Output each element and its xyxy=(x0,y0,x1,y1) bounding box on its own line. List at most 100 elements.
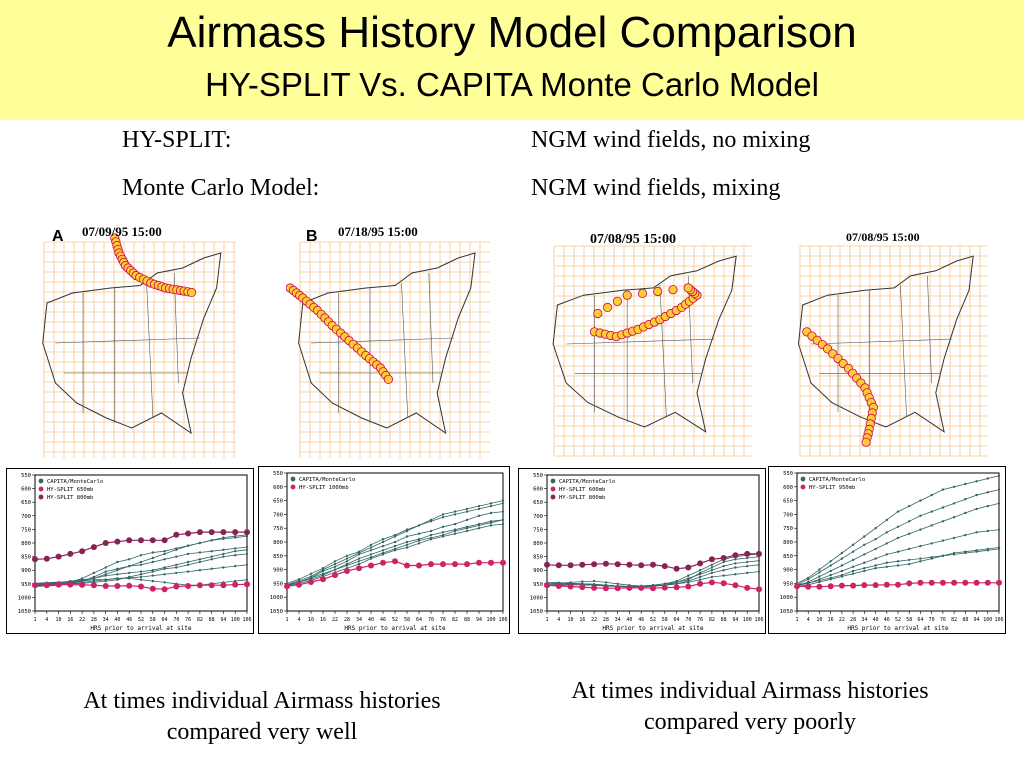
montecarlo-point xyxy=(116,573,119,576)
state-border xyxy=(900,285,907,418)
montecarlo-point xyxy=(333,562,337,566)
hysplit-point xyxy=(208,529,215,536)
montecarlo-point xyxy=(381,551,385,555)
hysplit-point xyxy=(544,582,550,589)
hysplit-point xyxy=(673,565,680,572)
montecarlo-point xyxy=(941,520,945,523)
y-tick-label: 600 xyxy=(21,487,31,493)
map-panel-d: 07/08/95 15:00 xyxy=(786,222,994,466)
legend-label: HY-SPLIT 650mb xyxy=(47,487,93,493)
montecarlo-point xyxy=(441,513,445,516)
x-tick-label: 58 xyxy=(150,617,156,623)
hysplit-point xyxy=(555,583,562,589)
montecarlo-point xyxy=(710,569,714,572)
hysplit-point xyxy=(284,583,290,590)
montecarlo-point xyxy=(964,533,967,537)
montecarlo-point xyxy=(163,558,166,561)
hysplit-point xyxy=(149,585,156,592)
hysplit-point xyxy=(43,582,50,589)
state-border xyxy=(428,272,434,384)
montecarlo-point xyxy=(818,571,821,574)
y-tick-label: 600 xyxy=(533,487,543,493)
montecarlo-point xyxy=(885,531,888,534)
y-tick-label: 650 xyxy=(783,499,793,505)
montecarlo-point xyxy=(198,560,202,564)
montecarlo-point xyxy=(997,474,1001,477)
montecarlo-point xyxy=(501,502,505,505)
y-tick-label: 550 xyxy=(783,471,793,477)
x-tick-label: 76 xyxy=(440,617,446,623)
y-tick-label: 1000 xyxy=(18,595,31,601)
montecarlo-point xyxy=(222,537,225,541)
x-tick-label: 58 xyxy=(906,617,912,623)
montecarlo-point xyxy=(986,491,989,494)
montecarlo-point xyxy=(840,551,844,555)
montecarlo-point xyxy=(369,556,373,559)
legend-label: HY-SPLIT 600mb xyxy=(559,487,605,493)
montecarlo-point xyxy=(465,518,469,522)
montecarlo-point xyxy=(345,557,349,560)
x-axis-label: HRS prior to arrival at site xyxy=(90,625,192,632)
y-tick-label: 800 xyxy=(533,541,543,547)
montecarlo-point xyxy=(417,539,421,542)
montecarlo-point xyxy=(465,529,469,533)
hysplit-point xyxy=(185,530,192,537)
hysplit-point xyxy=(602,560,609,567)
montecarlo-point xyxy=(104,579,107,583)
montecarlo-point xyxy=(128,564,131,568)
hysplit-point xyxy=(614,585,621,592)
legend-label: CAPITA/MonteCarlo xyxy=(809,477,865,483)
y-tick-label: 1000 xyxy=(270,595,283,601)
montecarlo-point xyxy=(986,477,989,480)
montecarlo-point xyxy=(489,524,493,527)
montecarlo-point xyxy=(357,550,361,553)
y-tick-label: 800 xyxy=(21,541,31,547)
legend-label: HY-SPLIT 800mb xyxy=(47,495,93,501)
map-date-a: 07/09/95 15:00 xyxy=(82,224,162,239)
montecarlo-point xyxy=(710,563,714,566)
montecarlo-point xyxy=(757,559,761,562)
hysplit-point xyxy=(973,579,980,586)
map-grid xyxy=(299,241,490,458)
x-tick-label: 16 xyxy=(579,617,585,623)
montecarlo-point xyxy=(245,535,249,538)
montecarlo-point xyxy=(851,565,855,568)
montecarlo-point xyxy=(429,520,433,523)
montecarlo-point xyxy=(175,563,178,566)
x-tick-label: 40 xyxy=(873,617,879,623)
montecarlo-point xyxy=(975,549,978,552)
state-border xyxy=(55,337,200,344)
hysplit-point xyxy=(917,579,924,586)
montecarlo-point xyxy=(369,549,373,552)
montecarlo-point xyxy=(381,549,385,552)
montecarlo-point xyxy=(851,558,855,562)
y-tick-label: 1000 xyxy=(780,595,793,601)
hysplit-point xyxy=(685,583,692,590)
hysplit-point xyxy=(368,562,374,569)
montecarlo-point xyxy=(908,520,911,523)
montecarlo-point xyxy=(997,528,1001,531)
montecarlo-point xyxy=(851,572,855,575)
x-tick-label: 34 xyxy=(861,617,867,623)
montecarlo-point xyxy=(465,510,469,513)
x-tick-label: 70 xyxy=(685,617,691,623)
montecarlo-point xyxy=(163,567,166,570)
montecarlo-point xyxy=(116,560,119,564)
montecarlo-series-line xyxy=(286,519,504,586)
montecarlo-point xyxy=(930,510,933,513)
montecarlo-point xyxy=(975,531,978,534)
montecarlo-point xyxy=(405,543,409,546)
montecarlo-point xyxy=(501,522,505,526)
hysplit-point xyxy=(579,584,586,591)
x-tick-label: 82 xyxy=(197,617,203,623)
montecarlo-point xyxy=(840,564,844,567)
state-border xyxy=(311,337,455,344)
montecarlo-point xyxy=(405,540,409,544)
montecarlo-point xyxy=(128,571,131,575)
x-tick-label: 40 xyxy=(626,617,632,623)
montecarlo-point xyxy=(186,552,190,556)
montecarlo-point xyxy=(429,529,433,533)
montecarlo-point xyxy=(501,510,505,513)
x-tick-label: 28 xyxy=(603,617,609,623)
